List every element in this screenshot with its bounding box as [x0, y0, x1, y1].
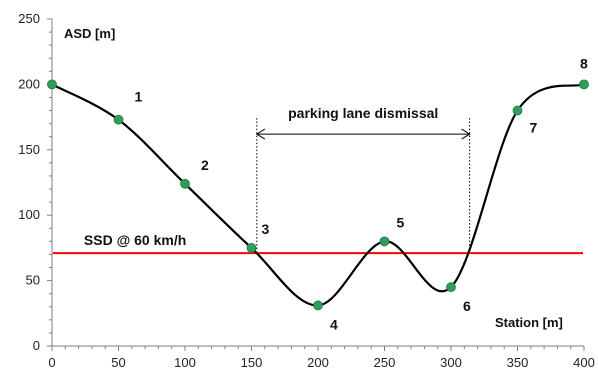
data-point-markers: [47, 79, 589, 311]
data-point-label: 7: [530, 120, 538, 136]
y-tick-label: 150: [18, 142, 40, 157]
x-tick-label: 250: [374, 355, 396, 370]
x-tick-label: 50: [111, 355, 125, 370]
data-point-marker: [113, 114, 124, 125]
x-axis-title: Station [m]: [495, 315, 563, 330]
data-point-marker: [180, 178, 190, 189]
data-point-label: 6: [463, 298, 471, 314]
y-axis-title: ASD [m]: [64, 26, 115, 41]
y-tick-label: 0: [33, 338, 40, 353]
y-tick-label: 100: [18, 207, 40, 222]
x-axis-ticks: 0 50 100 150 200 250 300 350 400: [48, 346, 595, 370]
x-tick-label: 300: [440, 355, 462, 370]
data-point-label: 3: [262, 221, 270, 237]
annotation-arrow-head-left: [255, 128, 266, 140]
x-tick-label: 200: [307, 355, 329, 370]
y-axis-ticks: 0 50 100 150 200 250: [18, 11, 52, 353]
data-point-label: 1: [135, 89, 143, 105]
x-tick-label: 350: [507, 355, 529, 370]
y-tick-label: 200: [18, 76, 40, 91]
data-point-label: 2: [201, 157, 209, 173]
data-point-label: 5: [397, 214, 405, 230]
annotation-text: parking lane dismissal: [288, 105, 438, 121]
data-point-marker: [47, 79, 57, 90]
x-tick-label: 100: [174, 355, 196, 370]
data-point-label: 4: [330, 316, 338, 332]
data-point-marker: [246, 242, 257, 253]
asd-series-line: [51, 83, 585, 307]
x-tick-label: 0: [48, 355, 55, 370]
data-point-marker: [512, 105, 523, 116]
data-point-marker: [446, 282, 456, 293]
data-point-marker: [579, 79, 589, 90]
data-point-marker: [379, 236, 390, 247]
y-tick-label: 50: [26, 273, 40, 288]
annotation-arrow-head-right: [461, 128, 471, 140]
data-point-marker: [313, 300, 323, 311]
x-tick-label: 400: [573, 355, 595, 370]
data-point-label: 8: [580, 55, 588, 71]
data-point-labels: 1 2 3 4 5 6 7 8: [135, 55, 589, 332]
parking-lane-annotation: parking lane dismissal: [255, 105, 471, 250]
y-tick-label: 250: [18, 11, 40, 26]
ssd-reference-label: SSD @ 60 km/h: [84, 232, 186, 248]
x-tick-label: 150: [241, 355, 263, 370]
